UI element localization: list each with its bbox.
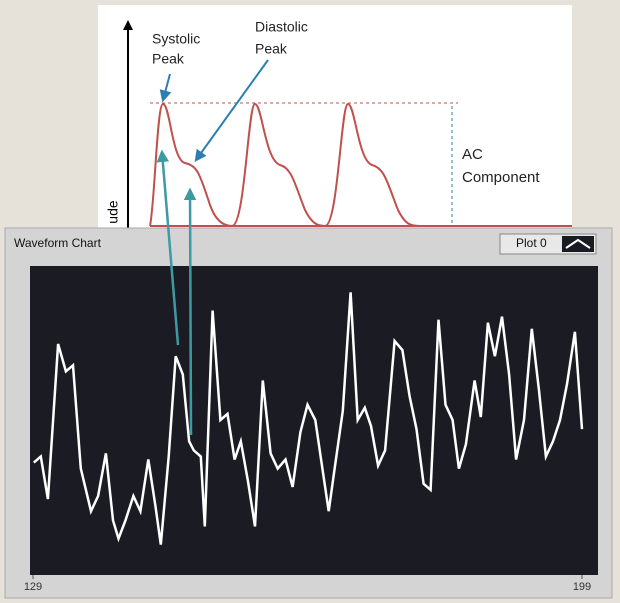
diastolic-label: Peak <box>255 41 288 57</box>
plot-legend-label: Plot 0 <box>516 236 547 250</box>
plot-layer: 129 199 <box>24 292 591 593</box>
systolic-label: Peak <box>152 51 185 67</box>
ppg-pulse <box>149 102 421 228</box>
ac-label: Component <box>462 169 540 186</box>
window-title: Waveform Chart <box>14 236 102 250</box>
waveform-line <box>32 292 584 545</box>
ac-label: AC <box>462 146 483 163</box>
systolic-link-arrow <box>156 149 180 346</box>
systolic-arrow <box>159 73 172 103</box>
diastolic-label: Diastolic <box>255 19 308 35</box>
waveform-window: Waveform Chart Plot 0 <box>4 227 613 599</box>
x-tick-label: 199 <box>573 581 591 593</box>
plot-legend-swatch <box>562 236 594 252</box>
x-tick-label: 129 <box>24 581 42 593</box>
diastolic-arrow <box>194 59 269 162</box>
axis-label: ude <box>105 200 121 224</box>
ppg-diagram: ude Systolic Peak Diastolic Peak AC Comp… <box>98 5 572 233</box>
systolic-label: Systolic <box>152 31 200 47</box>
diastolic-link-arrow <box>183 187 197 436</box>
plot-legend-icon <box>565 238 591 249</box>
